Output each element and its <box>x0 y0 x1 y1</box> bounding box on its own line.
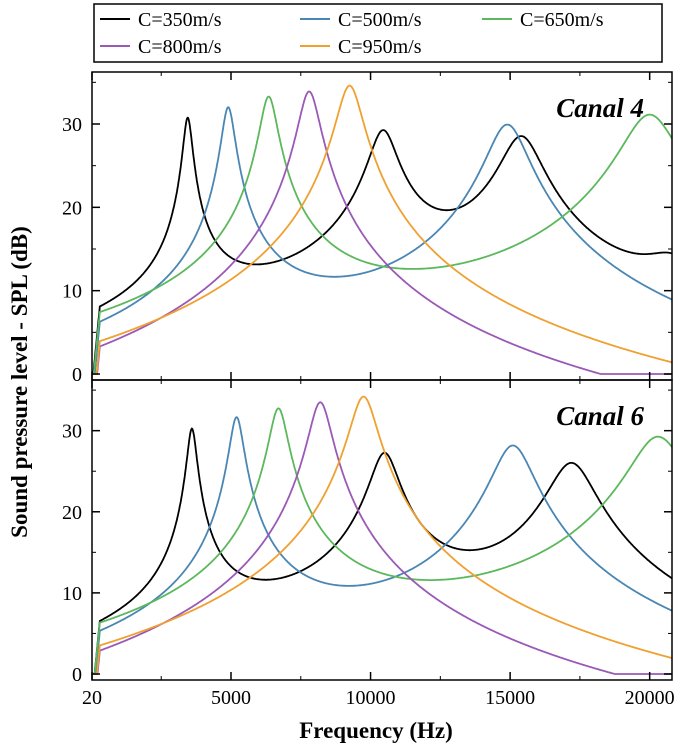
x-axis-title: Frequency (Hz) <box>299 718 453 743</box>
series-line <box>92 407 672 675</box>
legend-label: C=800m/s <box>138 36 222 58</box>
x-tick-label: 20000 <box>625 687 675 709</box>
panel-title: Canal 6 <box>556 401 644 431</box>
series-line <box>92 401 672 675</box>
legend-label: C=500m/s <box>338 9 422 31</box>
y-tick-label: 10 <box>62 583 82 605</box>
y-axis-title: Sound pressure level - SPL (dB) <box>7 226 32 538</box>
series-group <box>92 395 672 675</box>
series-line <box>92 95 672 375</box>
y-tick-label: 0 <box>72 664 82 686</box>
x-tick-label: 15000 <box>485 687 535 709</box>
y-tick-label: 20 <box>62 197 82 219</box>
series-line <box>92 427 672 675</box>
legend-label: C=950m/s <box>338 36 422 58</box>
y-tick-label: 30 <box>62 114 82 136</box>
series-line <box>92 84 672 375</box>
series-line <box>92 116 672 375</box>
series-line <box>92 90 672 375</box>
legend-box <box>93 3 663 63</box>
series-line <box>92 416 672 675</box>
plot-frame <box>91 379 673 681</box>
y-tick-label: 20 <box>62 502 82 524</box>
legend-label: C=350m/s <box>138 9 222 31</box>
panel-title: Canal 4 <box>556 93 644 123</box>
x-tick-label: 20 <box>82 687 102 709</box>
x-tick-label: 5000 <box>211 687 251 709</box>
panel-2: 0 10 20 30 20 5000 10000 15000 20000 Canal 6 <box>62 379 675 709</box>
y-tick-label: 30 <box>62 421 82 443</box>
series-group <box>92 84 672 375</box>
series-line <box>92 395 672 675</box>
y-tick-label: 10 <box>62 281 82 303</box>
x-tick-label: 10000 <box>346 687 396 709</box>
legend-label: C=650m/s <box>520 9 604 31</box>
legend: C=350m/s C=500m/s C=650m/s C=800m/s C=950m/s <box>93 3 663 63</box>
series-line <box>92 106 672 375</box>
panel-1: 0 10 20 30 Canal 4 <box>62 71 673 386</box>
y-tick-label: 0 <box>72 364 82 386</box>
